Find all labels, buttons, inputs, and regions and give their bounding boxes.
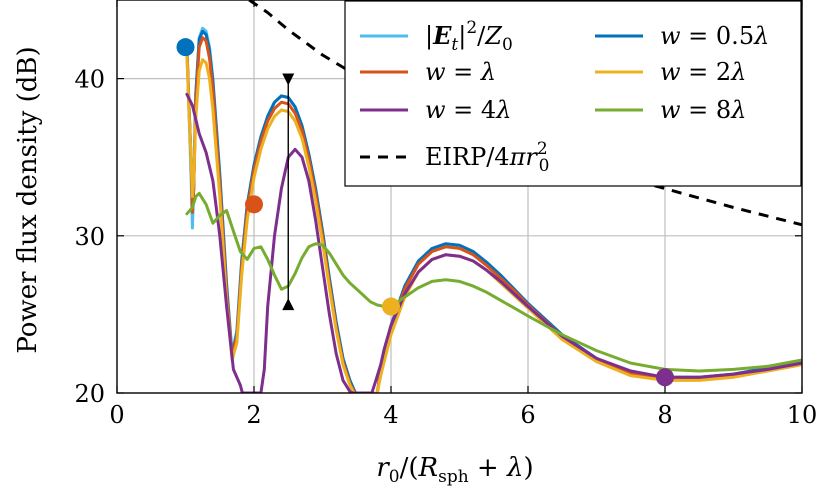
series-line-w-8 [185,191,802,373]
data-marker [176,38,195,57]
x-tick-label: 0 [109,401,124,429]
legend-label-w-4-lambda: w = 4λ [425,96,511,124]
y-axis-label: Power flux density (dB) [13,46,43,353]
x-tick-label: 10 [787,401,818,429]
axes-box [116,0,803,394]
y-tick-label: 40 [74,66,105,94]
series-line-eirp-4-r0 [248,0,802,227]
data-markers [176,38,674,387]
range-arrow-top [282,73,295,86]
x-tick-label: 4 [383,401,398,429]
range-arrow-bottom [282,298,295,311]
legend-label-w-lambda: w = λ [425,58,496,86]
x-axis-label: r0/(Rsph + λ) [376,453,533,487]
y-tick-label: 20 [74,380,105,408]
legend: |Et|2/Z0 w = 0.5λ w = λ w = 2λ w = 4λ w … [344,0,802,187]
x-tick-label: 2 [246,401,261,429]
legend-label-eirp: EIRP/4πr2 0 [425,139,549,176]
x-tick-label: 6 [520,401,535,429]
legend-label-e-field: |Et|2/Z0 [425,18,513,55]
tick-labels: 0 2 4 6 8 10 20 30 40 [74,66,817,429]
data-marker [382,297,400,316]
x-tick-label: 8 [657,401,672,429]
legend-label-w-0-5-lambda: w = 0.5λ [660,22,769,50]
legend-box [344,0,802,187]
series-line-w-4 [185,92,802,393]
data-marker [245,195,263,214]
plot-area [185,0,802,393]
y-tick-label: 30 [74,223,105,251]
legend-label-w-2-lambda: w = 2λ [660,58,746,86]
legend-label-w-8-lambda: w = 8λ [660,96,746,124]
data-marker [656,368,674,387]
range-annotation [282,73,295,311]
